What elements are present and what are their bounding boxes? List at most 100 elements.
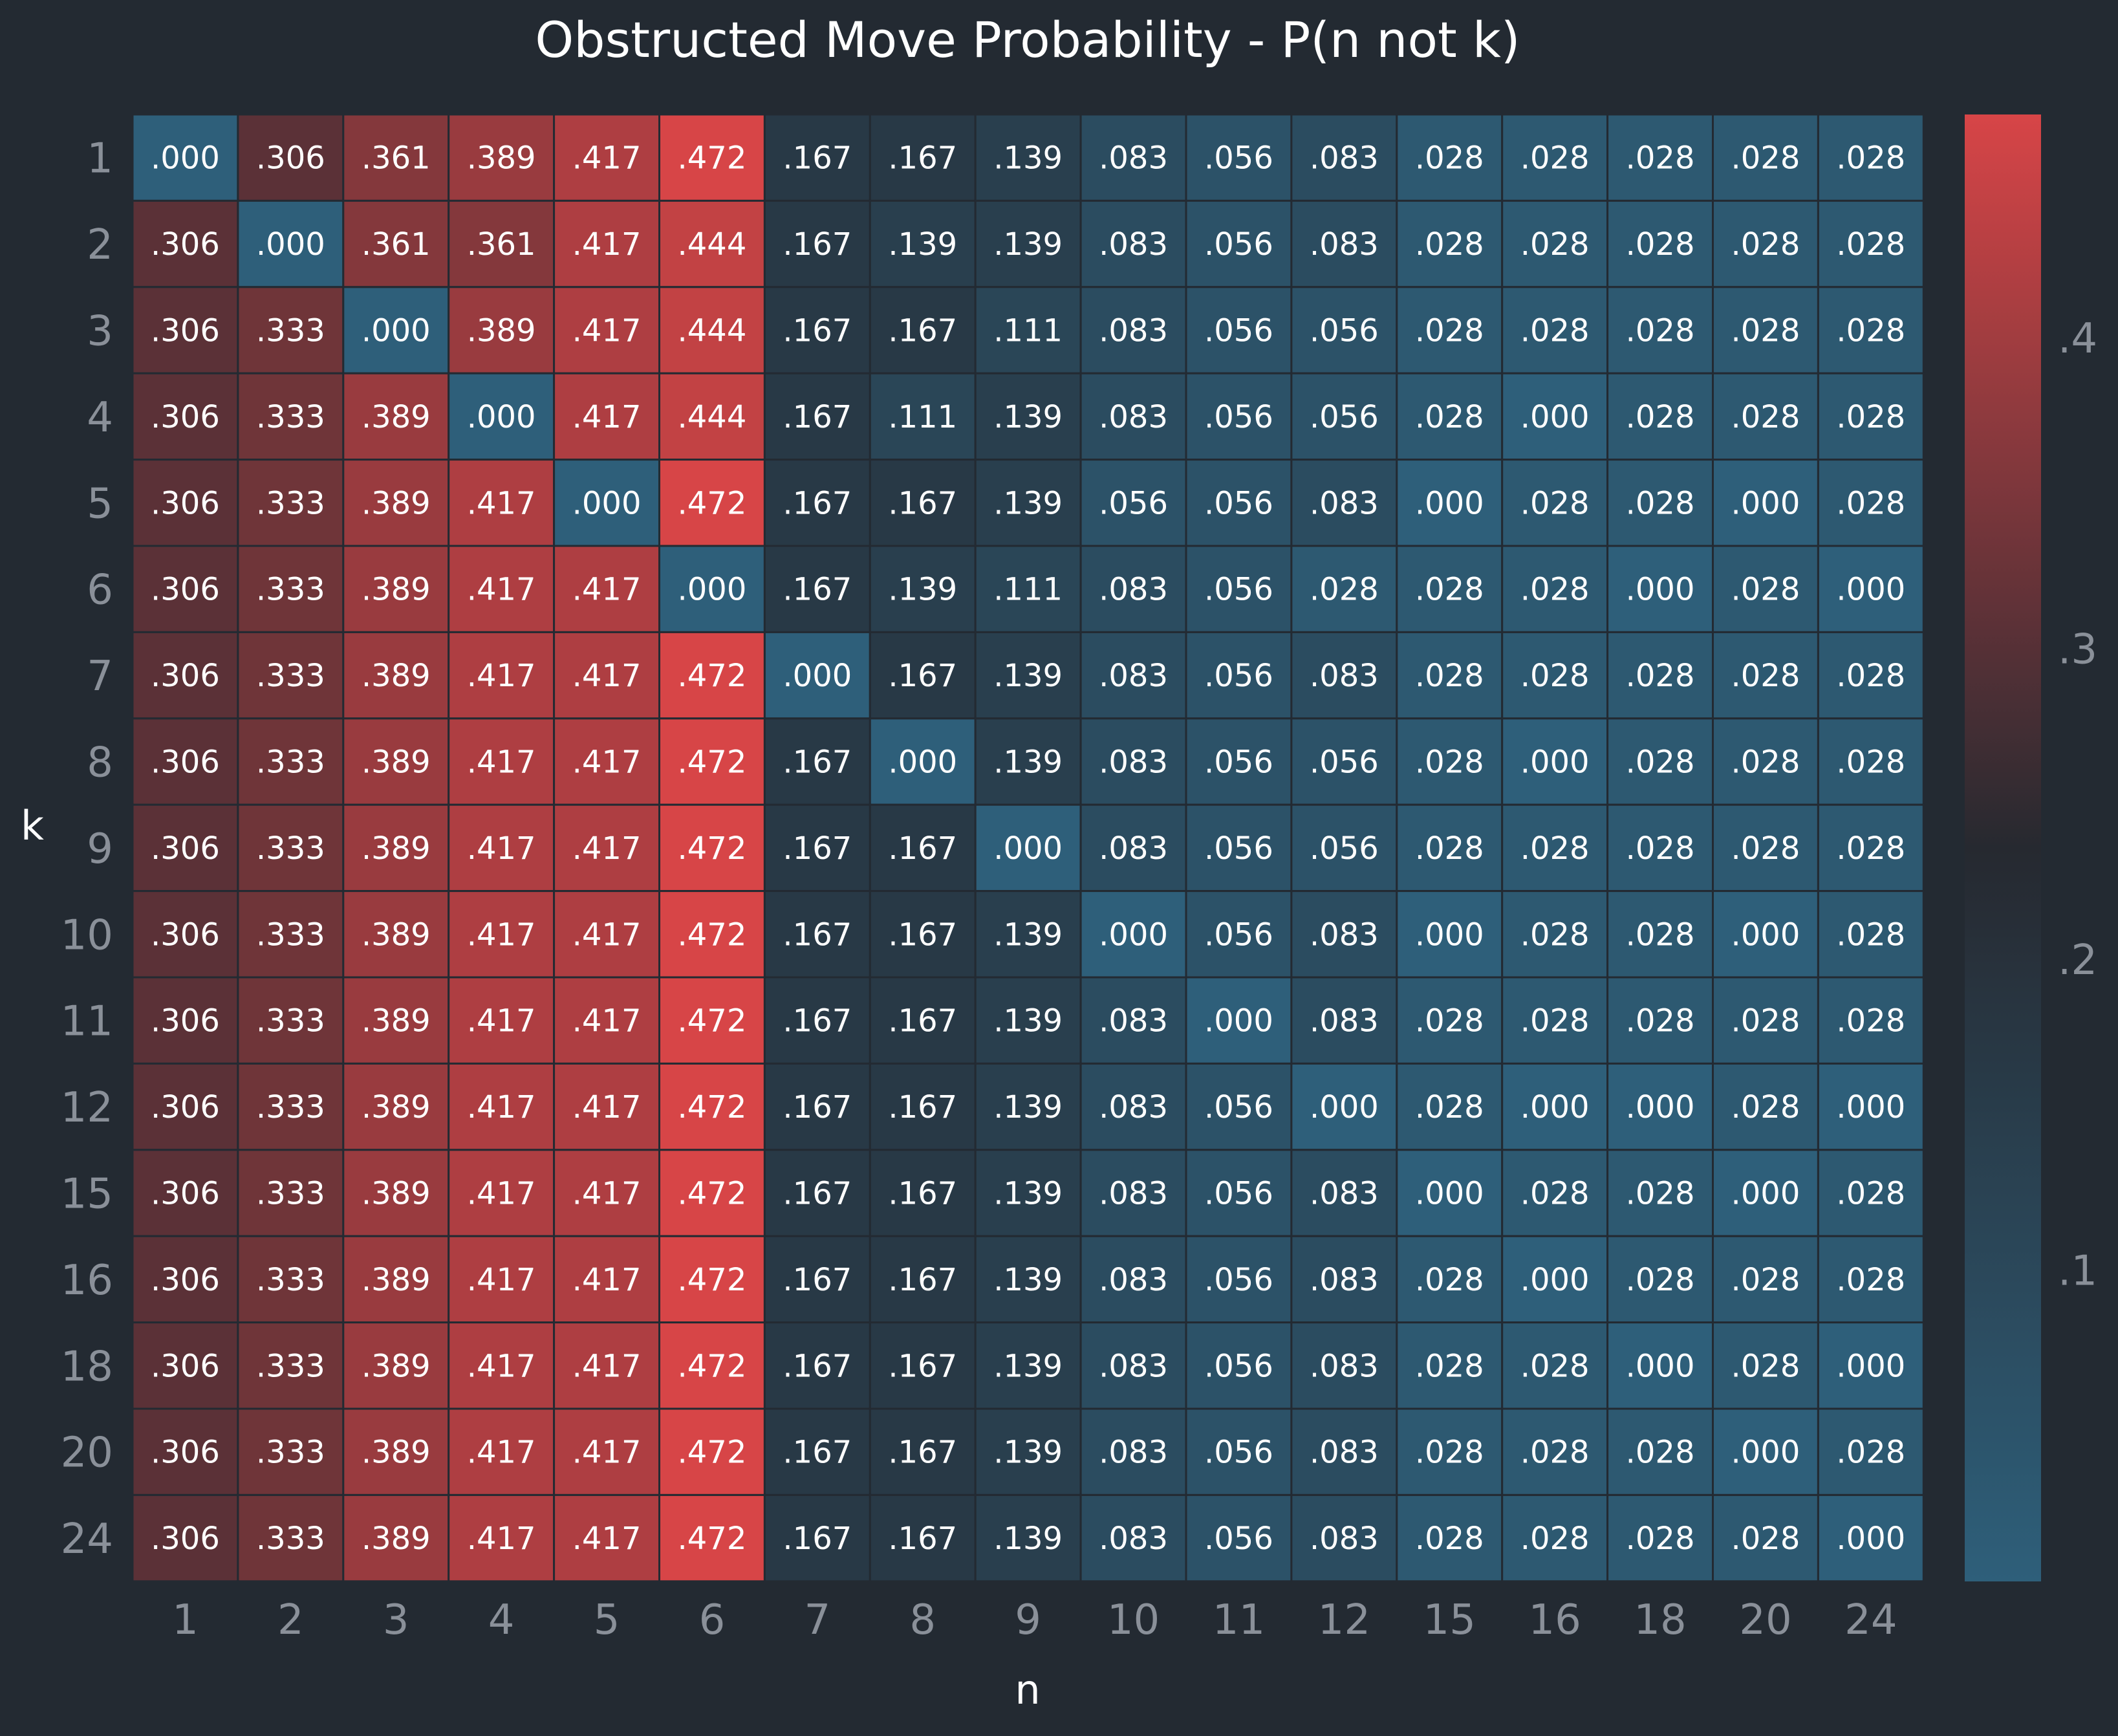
heatmap-cell — [1396, 890, 1504, 979]
cell-value-label: .056 — [1204, 830, 1273, 867]
heatmap-cell — [869, 1321, 977, 1410]
cell-value-label: .306 — [151, 485, 220, 521]
cell-value-label: .333 — [256, 1348, 325, 1384]
heatmap-cell — [342, 1493, 450, 1583]
cell-value-label: .000 — [1415, 485, 1484, 521]
cell-value-label: .417 — [467, 1435, 536, 1471]
cell-value-label: .083 — [1310, 140, 1379, 177]
cell-value-label: .083 — [1310, 1348, 1379, 1384]
heatmap-cell — [1396, 459, 1504, 547]
cell-value-label: .306 — [151, 313, 220, 349]
heatmap-cell — [763, 1149, 871, 1237]
cell-value-label: .000 — [1731, 917, 1800, 953]
cell-value-label: .444 — [678, 313, 747, 349]
cell-value-label: .083 — [1310, 1435, 1379, 1471]
cell-value-label: .028 — [1836, 1262, 1905, 1298]
heatmap-cell — [1185, 803, 1293, 893]
cell-value-label: .028 — [1626, 226, 1695, 263]
heatmap-cell — [1501, 803, 1609, 893]
heatmap-cell — [131, 717, 239, 806]
heatmap-cell — [763, 1321, 871, 1410]
heatmap-cell — [658, 459, 766, 547]
cell-value-label: .417 — [467, 830, 536, 867]
x-tick-label: 3 — [383, 1596, 409, 1644]
cell-value-label: .167 — [783, 226, 852, 263]
heatmap-cell — [763, 890, 871, 979]
cell-value-label: .083 — [1099, 830, 1168, 867]
cell-value-label: .028 — [1415, 1348, 1484, 1384]
cell-value-label: .167 — [783, 830, 852, 867]
cell-value-label: .417 — [467, 1348, 536, 1384]
cell-value-label: .056 — [1204, 744, 1273, 781]
cell-value-label: .000 — [783, 658, 852, 694]
chart-title: Obstructed Move Probability - P(n not k) — [535, 11, 1520, 69]
heatmap-cell — [1501, 545, 1609, 633]
cell-value-label: .028 — [1520, 1003, 1590, 1039]
cell-value-label: .167 — [783, 1089, 852, 1125]
heatmap-cell — [1712, 1235, 1819, 1324]
heatmap-cell-labels: .000 .306 .361 .389 .417 .472 .167 .167 .139 .083… — [151, 140, 1905, 1557]
cell-value-label: .306 — [151, 1176, 220, 1212]
cell-value-label: .417 — [572, 399, 642, 435]
x-tick-label: 4 — [488, 1596, 515, 1644]
heatmap-cell — [658, 1062, 766, 1151]
cell-value-label: .139 — [993, 1089, 1063, 1125]
cell-value-label: .139 — [993, 1348, 1063, 1384]
cell-value-label: .417 — [572, 744, 642, 781]
heatmap-cell — [869, 976, 977, 1065]
cell-value-label: .167 — [888, 485, 957, 521]
heatmap-cell — [658, 803, 766, 893]
heatmap-cell — [763, 976, 871, 1065]
cell-value-label: .333 — [256, 744, 325, 781]
heatmap-cell — [1290, 1321, 1398, 1410]
heatmap-cell — [658, 199, 766, 288]
cell-value-label: .389 — [362, 1521, 431, 1557]
heatmap-cell — [1185, 631, 1293, 720]
heatmap-cells — [131, 113, 1925, 1583]
heatmap-cell — [974, 890, 1082, 979]
heatmap-cell — [1817, 717, 1925, 806]
heatmap-cell — [342, 1407, 450, 1496]
heatmap-cell — [131, 459, 239, 547]
heatmap-cell — [1712, 1493, 1819, 1583]
heatmap-cell — [342, 717, 450, 806]
cell-value-label: .417 — [467, 1262, 536, 1298]
heatmap-cell — [131, 631, 239, 720]
heatmap-cell — [237, 545, 345, 633]
heatmap-cell — [1817, 1493, 1925, 1583]
cell-value-label: .139 — [993, 1176, 1063, 1212]
cell-value-label: .000 — [1836, 572, 1905, 608]
cell-value-label: .028 — [1626, 1435, 1695, 1471]
heatmap-cell — [1817, 1062, 1925, 1151]
heatmap-cell — [342, 372, 450, 461]
cell-value-label: .167 — [783, 1176, 852, 1212]
cell-value-label: .417 — [572, 313, 642, 349]
cell-value-label: .167 — [888, 140, 957, 177]
heatmap-cell — [1712, 631, 1819, 720]
cell-value-label: .028 — [1731, 140, 1800, 177]
cell-value-label: .028 — [1731, 1262, 1800, 1298]
heatmap-cell — [1290, 1493, 1398, 1583]
heatmap-cell — [658, 286, 766, 374]
cell-value-label: .139 — [993, 1003, 1063, 1039]
cell-value-label: .028 — [1415, 1521, 1484, 1557]
heatmap-cell — [1079, 803, 1187, 893]
cell-value-label: .167 — [783, 313, 852, 349]
heatmap-cell — [237, 286, 345, 374]
heatmap-cell — [1290, 976, 1398, 1065]
cell-value-label: .306 — [151, 917, 220, 953]
cell-value-label: .056 — [1204, 399, 1273, 435]
cell-value-label: .306 — [151, 226, 220, 263]
cell-value-label: .083 — [1310, 1262, 1379, 1298]
cell-value-label: .028 — [1415, 1003, 1484, 1039]
y-tick-label: 8 — [87, 739, 113, 787]
cell-value-label: .361 — [467, 226, 536, 263]
cell-value-label: .028 — [1626, 1262, 1695, 1298]
cell-value-label: .417 — [467, 744, 536, 781]
cell-value-label: .333 — [256, 1262, 325, 1298]
heatmap-cell — [1817, 1149, 1925, 1237]
cell-value-label: .000 — [1520, 1262, 1590, 1298]
heatmap-cell — [1290, 717, 1398, 806]
cell-value-label: .389 — [467, 140, 536, 177]
